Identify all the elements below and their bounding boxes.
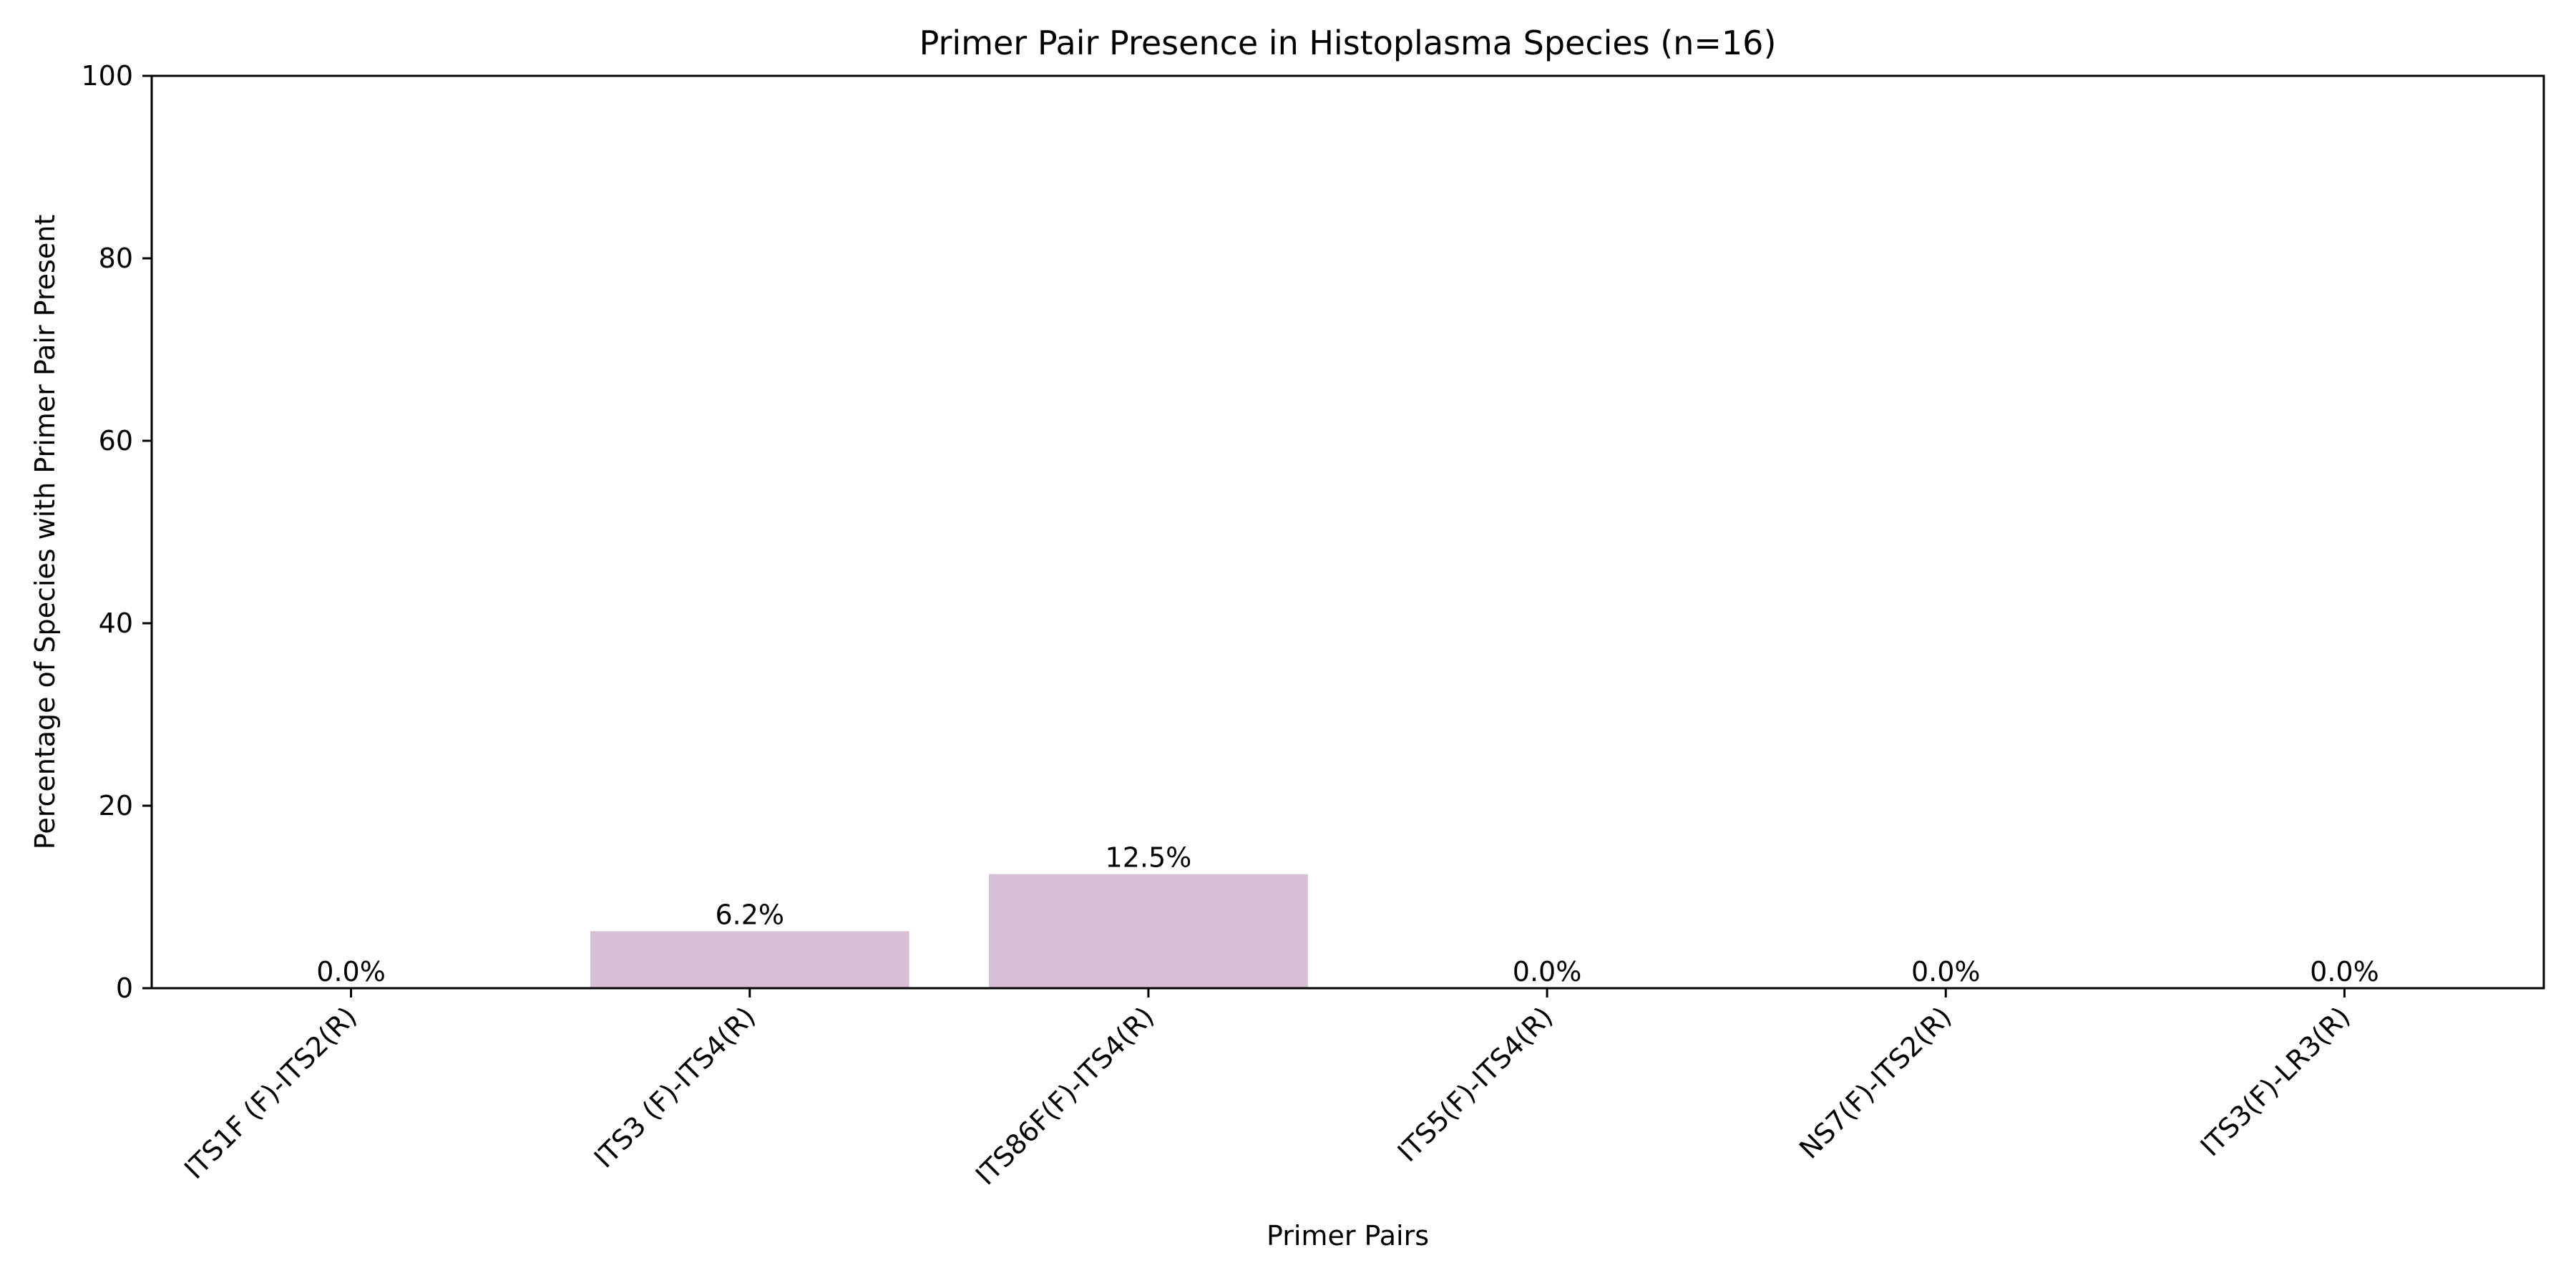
bar-value-label: 12.5% — [1106, 842, 1192, 874]
y-axis-label: Percentage of Species with Primer Pair P… — [29, 215, 61, 849]
y-tick-label: 80 — [99, 243, 133, 274]
bar-value-label: 0.0% — [316, 956, 386, 987]
y-axis: 0 20 40 60 80 100 — [81, 60, 152, 1004]
y-tick-label: 0 — [116, 972, 133, 1004]
bar — [989, 874, 1308, 988]
bars-layer — [590, 874, 1308, 988]
bar-value-label: 0.0% — [2310, 956, 2379, 987]
x-axis-label: Primer Pairs — [1267, 1220, 1429, 1252]
bar — [590, 931, 909, 988]
bar-value-label: 0.0% — [1513, 956, 1582, 987]
bar-value-label: 0.0% — [1911, 956, 1981, 987]
plot-frame — [150, 74, 2545, 990]
value-labels-layer: 0.0% 6.2% 12.5% 0.0% 0.0% 0.0% — [316, 842, 2379, 987]
chart-title: Primer Pair Presence in Histoplasma Spec… — [919, 24, 1777, 62]
y-tick-label: 20 — [99, 790, 133, 821]
y-tick-label: 60 — [99, 425, 133, 457]
bar-value-label: 6.2% — [715, 899, 784, 930]
y-tick-label: 40 — [99, 608, 133, 639]
y-tick-label: 100 — [81, 60, 133, 92]
